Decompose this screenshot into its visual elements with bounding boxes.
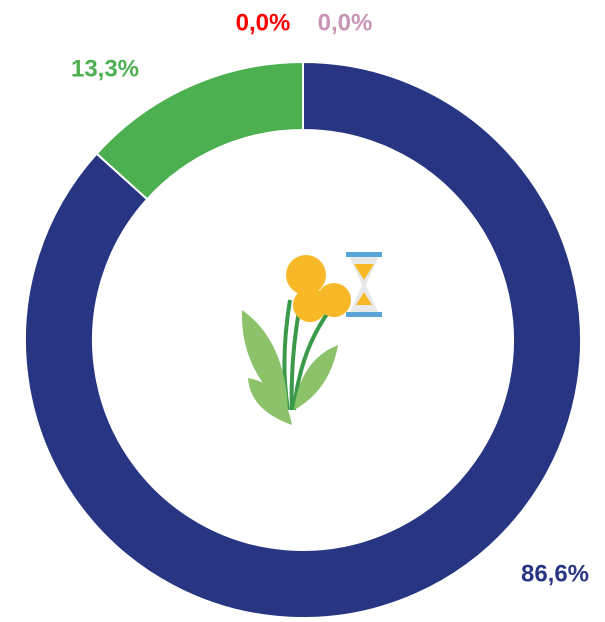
center-icon [241,252,382,425]
donut-segment [24,60,582,619]
data-label: 0,0% [236,9,291,36]
data-label: 86,6% [521,560,589,587]
data-label: 0,0% [318,9,373,36]
donut-segment [95,60,304,201]
data-label: 13,3% [71,55,139,82]
